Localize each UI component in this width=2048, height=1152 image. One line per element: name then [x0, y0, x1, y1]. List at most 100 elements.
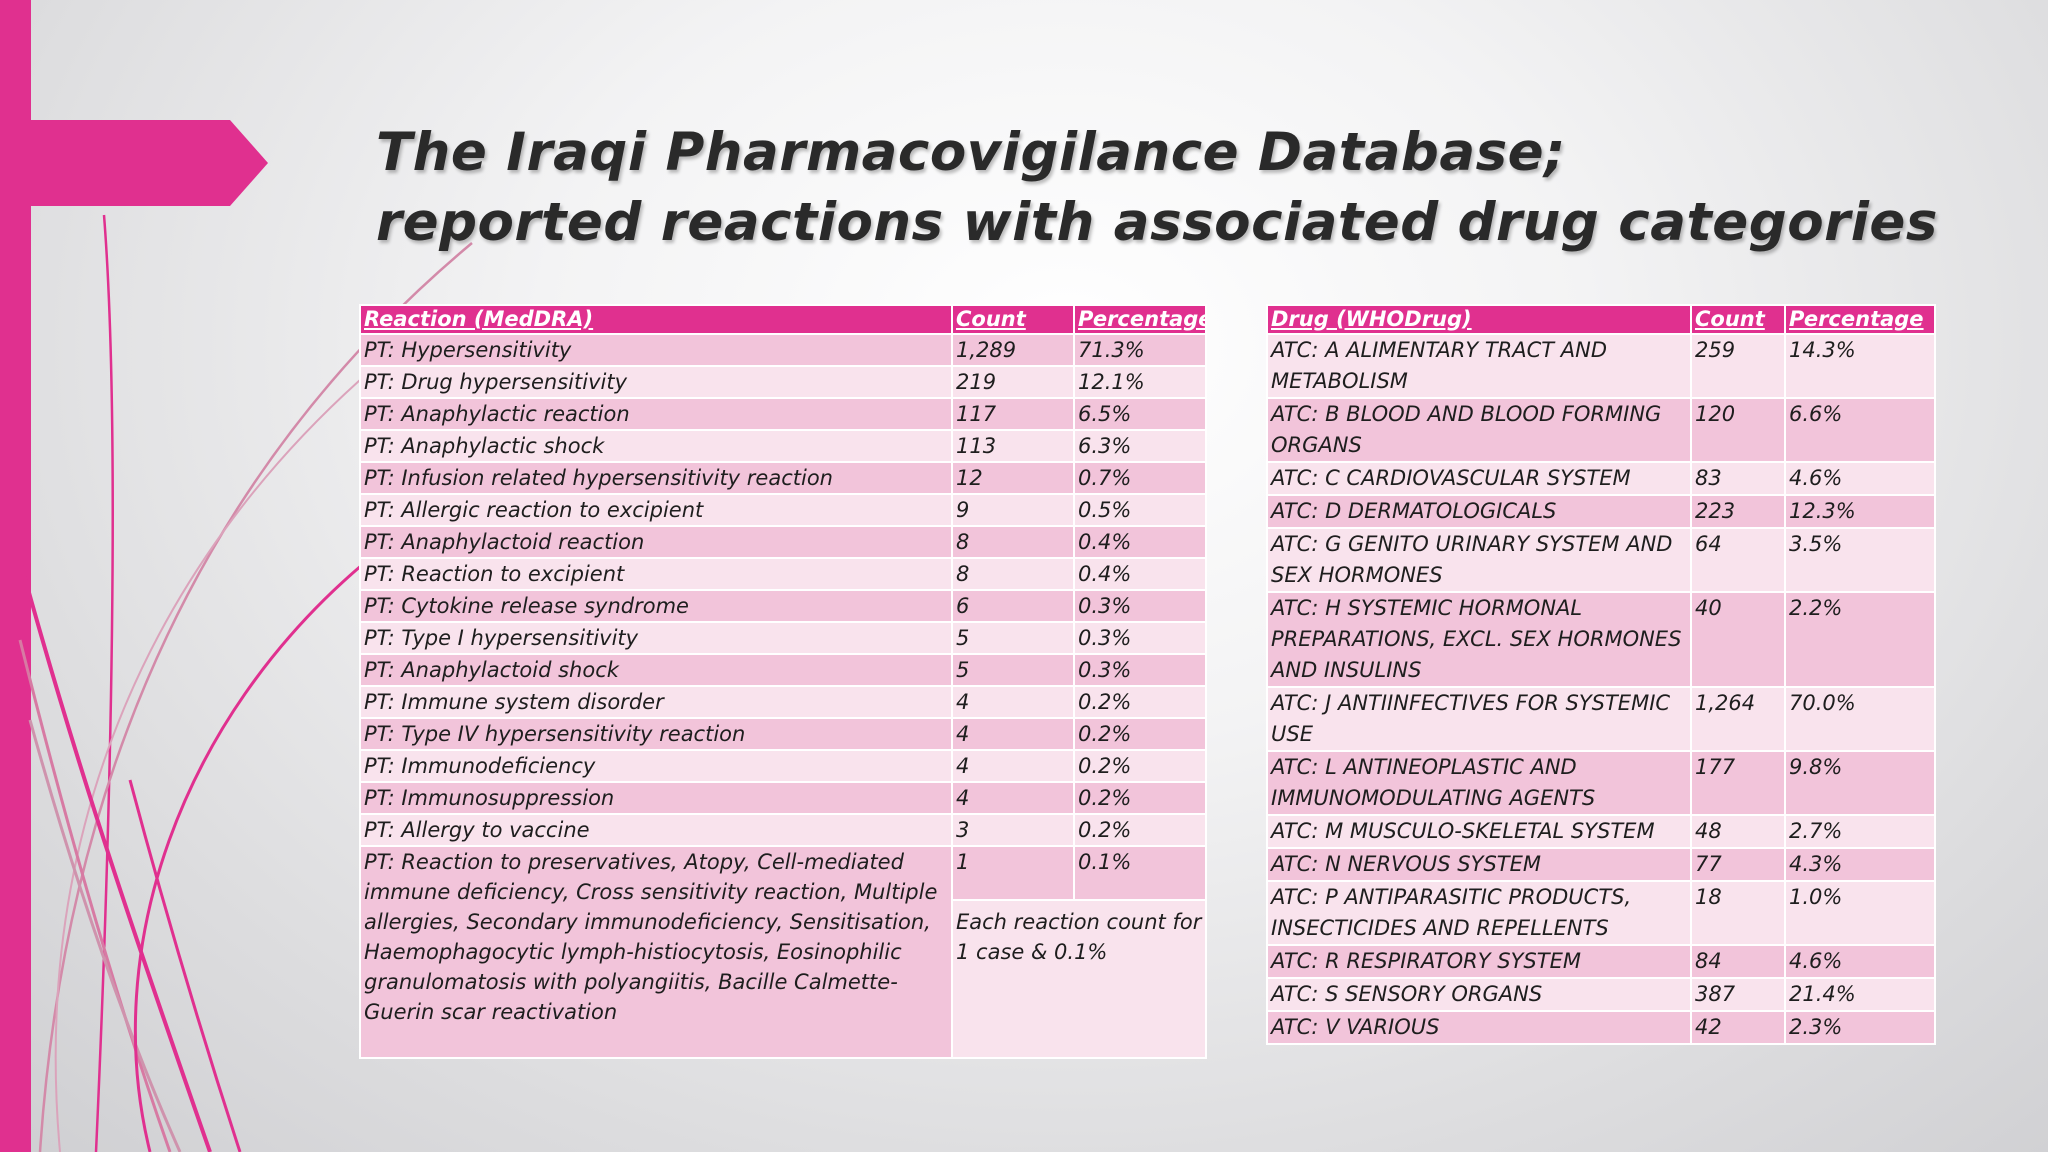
percentage-cell: 4.6%	[1784, 944, 1936, 979]
table-row: ATC: G GENITO URINARY SYSTEM AND SEX HOR…	[1266, 527, 1936, 593]
table-row: ATC: D DERMATOLOGICALS 223 12.3%	[1266, 494, 1936, 529]
reaction-cell: PT: Drug hypersensitivity	[359, 365, 953, 399]
drug-cell: ATC: M MUSCULO-SKELETAL SYSTEM	[1266, 814, 1692, 849]
reaction-cell: PT: Immune system disorder	[359, 685, 953, 719]
count-cell: 4	[951, 749, 1075, 783]
table-row: ATC: H SYSTEMIC HORMONAL PREPARATIONS, E…	[1266, 591, 1936, 688]
reaction-cell: PT: Allergy to vaccine	[359, 813, 953, 847]
percentage-cell: 0.4%	[1073, 525, 1207, 559]
percentage-cell: 12.3%	[1784, 494, 1936, 529]
count-cell: 8	[951, 557, 1075, 591]
reactions-last-row: PT: Reaction to preservatives, Atopy, Ce…	[359, 845, 1207, 1059]
drug-cell: ATC: A ALIMENTARY TRACT AND METABOLISM	[1266, 333, 1692, 399]
count-cell: 64	[1690, 527, 1786, 593]
drug-cell: ATC: H SYSTEMIC HORMONAL PREPARATIONS, E…	[1266, 591, 1692, 688]
count-cell: 219	[951, 365, 1075, 399]
drugs-table: Drug (WHODrug) Count Percentage ATC: A A…	[1266, 304, 1936, 1045]
header-reaction: Reaction (MedDRA)	[359, 304, 953, 335]
drug-cell: ATC: P ANTIPARASITIC PRODUCTS, INSECTICI…	[1266, 880, 1692, 946]
reaction-cell: PT: Reaction to excipient	[359, 557, 953, 591]
reaction-cell: PT: Type I hypersensitivity	[359, 621, 953, 655]
count-cell: 223	[1690, 494, 1786, 529]
table-row: ATC: L ANTINEOPLASTIC AND IMMUNOMODULATI…	[1266, 750, 1936, 816]
table-row: ATC: N NERVOUS SYSTEM 77 4.3%	[1266, 847, 1936, 882]
percentage-cell: 0.2%	[1073, 749, 1207, 783]
table-row: PT: Allergic reaction to excipient 9 0.5%	[359, 493, 1207, 527]
table-row: PT: Anaphylactic reaction 117 6.5%	[359, 397, 1207, 431]
reaction-cell: PT: Hypersensitivity	[359, 333, 953, 367]
count-cell: 177	[1690, 750, 1786, 816]
drug-cell: ATC: R RESPIRATORY SYSTEM	[1266, 944, 1692, 979]
drug-cell: ATC: L ANTINEOPLASTIC AND IMMUNOMODULATI…	[1266, 750, 1692, 816]
table-row: PT: Reaction to excipient 8 0.4%	[359, 557, 1207, 591]
count-cell: 4	[951, 781, 1075, 815]
table-row: PT: Infusion related hypersensitivity re…	[359, 461, 1207, 495]
percentage-cell: 4.6%	[1784, 461, 1936, 496]
count-cell: 83	[1690, 461, 1786, 496]
table-row: PT: Type I hypersensitivity 5 0.3%	[359, 621, 1207, 655]
reaction-cell: PT: Anaphylactoid reaction	[359, 525, 953, 559]
count-cell: 9	[951, 493, 1075, 527]
percentage-cell: 2.7%	[1784, 814, 1936, 849]
percentage-cell: 12.1%	[1073, 365, 1207, 399]
table-row: PT: Anaphylactoid reaction 8 0.4%	[359, 525, 1207, 559]
title-arrow-shape	[31, 120, 268, 206]
header-drug: Drug (WHODrug)	[1266, 304, 1692, 335]
reaction-cell: PT: Cytokine release syndrome	[359, 589, 953, 623]
drugs-table-body: ATC: A ALIMENTARY TRACT AND METABOLISM 25…	[1266, 333, 1936, 1045]
percentage-cell: 0.3%	[1073, 653, 1207, 687]
count-cell: 18	[1690, 880, 1786, 946]
table-row: ATC: J ANTIINFECTIVES FOR SYSTEMIC USE 1,…	[1266, 686, 1936, 752]
reaction-cell: PT: Allergic reaction to excipient	[359, 493, 953, 527]
count-cell: 1	[951, 845, 1075, 901]
reaction-cell: PT: Immunosuppression	[359, 781, 953, 815]
table-row: ATC: P ANTIPARASITIC PRODUCTS, INSECTICI…	[1266, 880, 1936, 946]
count-cell: 48	[1690, 814, 1786, 849]
count-cell: 1,264	[1690, 686, 1786, 752]
decorative-curves	[18, 214, 473, 1152]
count-cell: 6	[951, 589, 1075, 623]
table-row: ATC: M MUSCULO-SKELETAL SYSTEM 48 2.7%	[1266, 814, 1936, 849]
title-line-1: The Iraqi Pharmacovigilance Database;	[376, 122, 1566, 183]
table-row: ATC: S SENSORY ORGANS 387 21.4%	[1266, 977, 1936, 1012]
percentage-cell: 0.2%	[1073, 813, 1207, 847]
table-row: PT: Cytokine release syndrome 6 0.3%	[359, 589, 1207, 623]
count-cell: 5	[951, 653, 1075, 687]
percentage-cell: 6.3%	[1073, 429, 1207, 463]
drug-cell: ATC: N NERVOUS SYSTEM	[1266, 847, 1692, 882]
percentage-cell: 0.4%	[1073, 557, 1207, 591]
percentage-cell: 0.3%	[1073, 589, 1207, 623]
count-cell: 42	[1690, 1010, 1786, 1045]
percentage-cell: 14.3%	[1784, 333, 1936, 399]
header-count: Count	[1690, 304, 1786, 335]
percentage-cell: 0.5%	[1073, 493, 1207, 527]
table-row: PT: Type IV hypersensitivity reaction 4 0.…	[359, 717, 1207, 751]
percentage-cell: 0.7%	[1073, 461, 1207, 495]
title-line-2: reported reactions with associated drug …	[376, 192, 1938, 253]
count-cell: 3	[951, 813, 1075, 847]
slide-title: The Iraqi Pharmacovigilance Database; re…	[376, 118, 1976, 258]
count-cell: 4	[951, 717, 1075, 751]
count-cell: 8	[951, 525, 1075, 559]
table-row: PT: Immunosuppression 4 0.2%	[359, 781, 1207, 815]
reaction-cell: PT: Reaction to preservatives, Atopy, Ce…	[359, 845, 953, 1059]
header-count: Count	[951, 304, 1075, 335]
table-row: ATC: B BLOOD AND BLOOD FORMING ORGANS 120…	[1266, 397, 1936, 463]
count-cell: 4	[951, 685, 1075, 719]
count-cell: 84	[1690, 944, 1786, 979]
percentage-cell: 2.3%	[1784, 1010, 1936, 1045]
reaction-cell: PT: Infusion related hypersensitivity re…	[359, 461, 953, 495]
count-cell: 259	[1690, 333, 1786, 399]
reactions-table: Reaction (MedDRA) Count Percentage PT: H…	[359, 304, 1207, 1059]
reactions-table-body: PT: Hypersensitivity 1,289 71.3% PT: Drug h…	[359, 333, 1207, 1059]
reaction-cell: PT: Immunodeficiency	[359, 749, 953, 783]
table-row: PT: Hypersensitivity 1,289 71.3%	[359, 333, 1207, 367]
reactions-header-row: Reaction (MedDRA) Count Percentage	[359, 304, 1207, 335]
percentage-cell: 71.3%	[1073, 333, 1207, 367]
drug-cell: ATC: G GENITO URINARY SYSTEM AND SEX HOR…	[1266, 527, 1692, 593]
drug-cell: ATC: J ANTIINFECTIVES FOR SYSTEMIC USE	[1266, 686, 1692, 752]
reactions-note-row: Each reaction count for 1 case & 0.1%	[360, 899, 1207, 1059]
percentage-cell: 9.8%	[1784, 750, 1936, 816]
drug-cell: ATC: S SENSORY ORGANS	[1266, 977, 1692, 1012]
percentage-cell: 0.2%	[1073, 685, 1207, 719]
